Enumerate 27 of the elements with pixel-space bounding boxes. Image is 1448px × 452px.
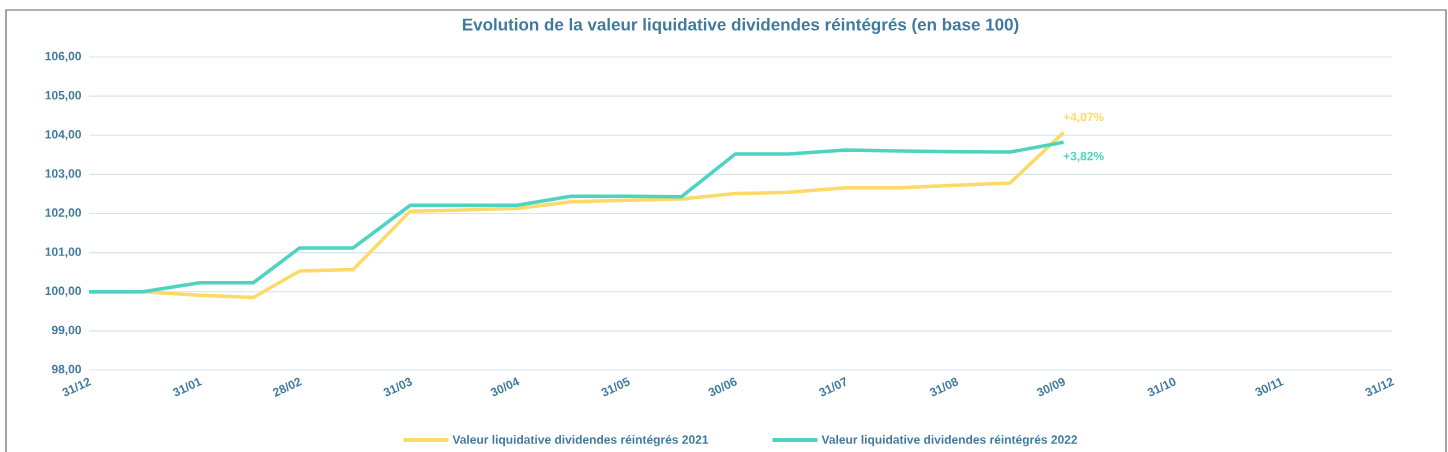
x-tick-label: 30/06 [708,377,737,397]
x-tick-label: 30/09 [1036,377,1065,397]
y-tick-label: 102,00 [45,208,82,219]
y-tick-label: 100,00 [45,286,82,297]
y-tick-label: 104,00 [45,130,82,141]
x-tick-label: 31/05 [601,377,630,397]
x-tick-label: 28/02 [272,377,303,397]
chart-title: Evolution de la valeur liquidative dividendes réintégrés (en base 100) [462,17,1019,35]
x-tick-label: 31/01 [172,377,203,397]
x-tick-label: 31/08 [929,377,959,397]
x-tick-label: 31/10 [1147,377,1176,397]
x-tick-label: 30/11 [1255,377,1284,396]
legend-label: Valeur liquidative dividendes réintégrés 2022 [821,434,1078,447]
y-tick-label: 103,00 [45,169,82,180]
annotation: +4,07% [1063,112,1104,123]
x-tick-label: 31/03 [383,377,413,397]
y-tick-label: 99,00 [51,325,82,336]
y-tick-label: 98,00 [51,364,82,376]
x-tick-label: 31/07 [819,377,846,397]
legend-label: Valeur liquidative dividendes réintégrés 2021 [452,434,709,447]
y-tick-label: 105,00 [45,91,82,102]
x-tick-label: 30/04 [490,377,520,397]
x-tick-label: 31/12 [1365,377,1395,397]
annotation: +3,82% [1063,151,1104,163]
y-tick-label: 106,00 [45,51,82,63]
y-tick-label: 101,00 [45,247,82,258]
x-tick-label: 31/12 [62,377,92,397]
